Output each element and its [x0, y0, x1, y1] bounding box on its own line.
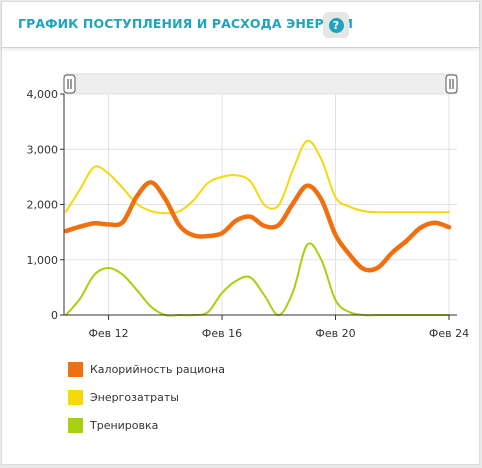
chart-axes [60, 93, 457, 320]
legend-swatch-calories [68, 362, 83, 377]
series-layer [63, 139, 452, 317]
help-button[interactable]: ? [323, 12, 349, 38]
legend-label-calories: Калорийность рациона [90, 363, 225, 376]
energy-line-chart: 0 1,000 2,000 3,000 4,000 Фев 12 Фев 16 Фев 20… [27, 73, 469, 340]
legend-label-expenditure: Энергозатраты [90, 391, 179, 404]
legend-label-training: Тренировка [90, 419, 159, 432]
legend-swatch-training [68, 418, 83, 433]
legend-swatch-expenditure [68, 390, 83, 405]
y-tick-label: 2,000 [27, 199, 59, 212]
x-tick-label: Фев 24 [429, 327, 469, 340]
x-tick-label: Фев 20 [315, 327, 355, 340]
range-selector-bar[interactable] [63, 73, 458, 95]
y-tick-label: 4,000 [27, 88, 59, 101]
x-tick-label: Фев 16 [202, 327, 242, 340]
grid-lines [64, 93, 457, 315]
help-icon: ? [328, 17, 344, 33]
page-title: ГРАФИК ПОСТУПЛЕНИЯ И РАСХОДА ЭНЕРГИИ [18, 16, 354, 31]
x-axis-ticks: Фев 12 Фев 16 Фев 20 Фев 24 [88, 327, 469, 340]
y-tick-label: 1,000 [27, 254, 59, 267]
range-handle-left[interactable] [63, 74, 76, 94]
y-tick-label: 0 [51, 309, 58, 322]
x-tick-label: Фев 12 [88, 327, 128, 340]
series-line-calories [63, 180, 452, 273]
y-axis-ticks: 0 1,000 2,000 3,000 4,000 [27, 88, 59, 322]
card-header: ГРАФИК ПОСТУПЛЕНИЯ И РАСХОДА ЭНЕРГИИ ? [2, 2, 479, 48]
y-tick-label: 3,000 [27, 143, 59, 156]
range-handle-right[interactable] [445, 74, 458, 94]
series-line-expenditure [65, 139, 450, 215]
